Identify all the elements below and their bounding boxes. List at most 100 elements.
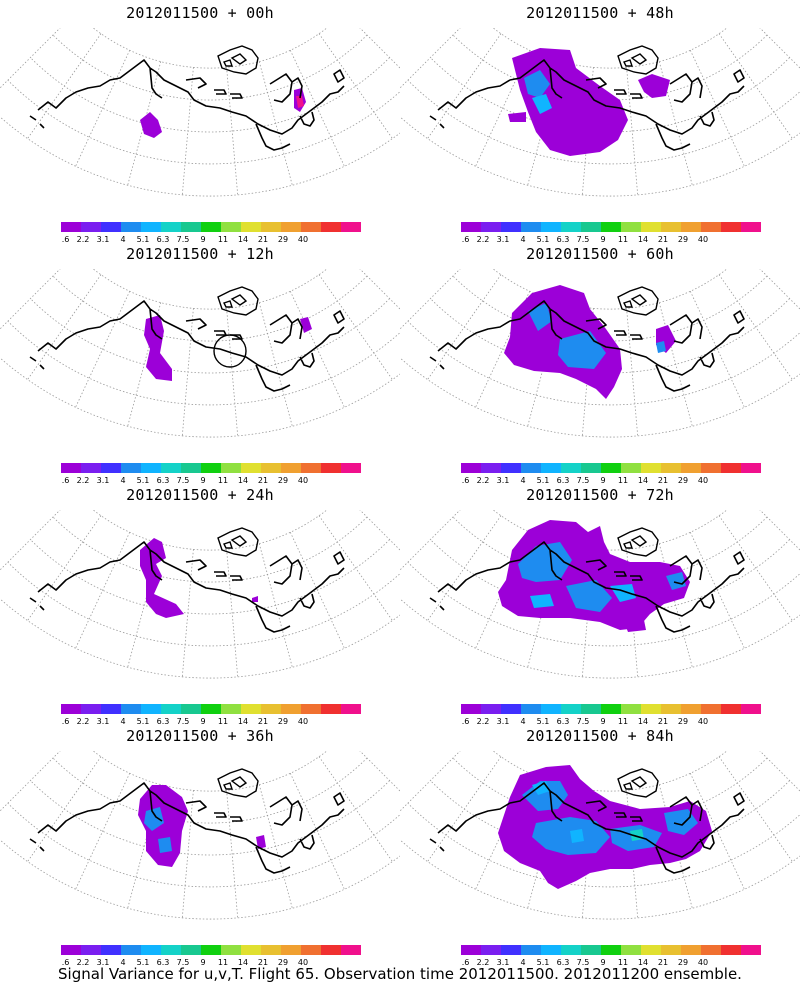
panel-title: 2012011500 + 60h	[526, 245, 674, 263]
colorbar-swatch	[221, 463, 242, 473]
polar-map	[0, 751, 400, 920]
colorbar-label: 6.3	[157, 235, 170, 244]
colorbar-swatch	[121, 945, 142, 955]
colorbar-label: 2.2	[77, 235, 90, 244]
variance-region	[656, 341, 666, 353]
colorbar-label: 2.2	[477, 235, 490, 244]
colorbar-swatch	[741, 704, 761, 714]
colorbar-label: 7.5	[177, 235, 190, 244]
colorbar-label: 9	[600, 476, 605, 485]
colorbar-swatch	[741, 945, 761, 955]
variance-region	[530, 594, 554, 608]
polar-map	[400, 510, 800, 679]
colorbar-swatch	[721, 463, 742, 473]
colorbar-swatch	[501, 222, 522, 232]
colorbar-label: 4	[120, 958, 125, 967]
observation-circle	[213, 334, 247, 368]
colorbar-label: 29	[678, 235, 688, 244]
variance-region	[524, 70, 550, 98]
polar-map	[0, 269, 400, 438]
colorbar-label: 7.5	[577, 958, 590, 967]
arctic-islands	[217, 286, 259, 316]
colorbar-label: 7.5	[177, 717, 190, 726]
variance-region	[638, 74, 670, 98]
graticule	[0, 28, 400, 197]
colorbar-swatch	[141, 463, 162, 473]
variance-region	[566, 580, 612, 612]
colorbar-label: 40	[298, 476, 308, 485]
colorbar-swatch	[701, 945, 722, 955]
colorbar-swatch	[601, 704, 622, 714]
colorbar-swatch	[221, 222, 242, 232]
coastline	[429, 59, 745, 151]
colorbar: 1.6 2.2 3.1 4 5.1 6.3 7.5 9 11 14 21 29 40	[61, 222, 361, 244]
panel-title: 2012011500 + 84h	[526, 727, 674, 745]
coastline	[429, 782, 745, 874]
colorbar-label: 5.1	[137, 235, 150, 244]
colorbar-swatch	[161, 463, 182, 473]
colorbar-label: 1.6	[461, 476, 469, 485]
arctic-islands	[217, 527, 259, 557]
colorbar-swatch	[481, 704, 502, 714]
colorbar-swatch	[681, 704, 702, 714]
colorbar-swatch	[621, 704, 642, 714]
colorbar-swatch	[461, 222, 482, 232]
colorbar: 1.6 2.2 3.1 4 5.1 6.3 7.5 9 11 14 21 29 40	[461, 945, 761, 967]
arctic-islands	[617, 768, 659, 798]
colorbar-label: 7.5	[177, 958, 190, 967]
colorbar-label: 11	[218, 476, 228, 485]
colorbar-label: 9	[200, 235, 205, 244]
colorbar-label: 29	[678, 958, 688, 967]
map-panel: 2012011500 + 72h 1.6 2.2 3.1 4 5.1 6.3 7.5 9 11 14…	[400, 482, 800, 727]
colorbar-label: 3.1	[497, 958, 510, 967]
colorbar-swatch	[341, 222, 361, 232]
colorbar-swatch	[61, 463, 82, 473]
colorbar-swatch	[621, 945, 642, 955]
colorbar-label: 14	[638, 235, 648, 244]
colorbar-swatch	[661, 945, 682, 955]
colorbar-swatch	[301, 945, 322, 955]
panel-title: 2012011500 + 24h	[126, 486, 274, 504]
colorbar-label: 9	[200, 717, 205, 726]
colorbar-swatch	[501, 463, 522, 473]
colorbar-swatch	[61, 222, 82, 232]
variance-region	[528, 303, 552, 331]
colorbar-label: 11	[618, 476, 628, 485]
colorbar-swatch	[581, 222, 602, 232]
colorbar-label: 4	[520, 717, 525, 726]
colorbar-swatch	[461, 945, 482, 955]
colorbar-swatch	[741, 463, 761, 473]
colorbar-swatch	[321, 704, 342, 714]
colorbar-swatch	[641, 463, 662, 473]
colorbar-swatch	[461, 463, 482, 473]
colorbar-label: 4	[120, 717, 125, 726]
coastline	[29, 59, 345, 151]
colorbar-label: 21	[658, 235, 668, 244]
colorbar-label: 1.6	[61, 235, 69, 244]
colorbar-swatch	[601, 222, 622, 232]
colorbar: 1.6 2.2 3.1 4 5.1 6.3 7.5 9 11 14 21 29 40	[61, 945, 361, 967]
colorbar-label: 2.2	[477, 958, 490, 967]
colorbar-label: 11	[618, 958, 628, 967]
colorbar-swatch	[341, 704, 361, 714]
colorbar-label: 11	[618, 717, 628, 726]
colorbar-label: 40	[698, 717, 708, 726]
colorbar-label: 29	[278, 235, 288, 244]
colorbar-label: 21	[258, 235, 268, 244]
variance-region	[508, 112, 526, 122]
colorbar-swatch	[121, 222, 142, 232]
colorbar-swatch	[541, 463, 562, 473]
colorbar-swatch	[501, 704, 522, 714]
colorbar-swatch	[641, 945, 662, 955]
colorbar-swatch	[181, 222, 202, 232]
colorbar-label: 14	[238, 958, 248, 967]
colorbar-swatch	[481, 945, 502, 955]
graticule	[0, 269, 400, 438]
map-panel: 2012011500 + 60h 1.6 2.2 3.1 4 5.1 6.3 7.5 9 11 14…	[400, 241, 800, 486]
colorbar-label: 21	[258, 717, 268, 726]
colorbar-swatch	[581, 945, 602, 955]
colorbar-swatch	[701, 222, 722, 232]
colorbar-swatch	[201, 222, 222, 232]
colorbar-label: 9	[600, 958, 605, 967]
coastline	[29, 782, 345, 874]
